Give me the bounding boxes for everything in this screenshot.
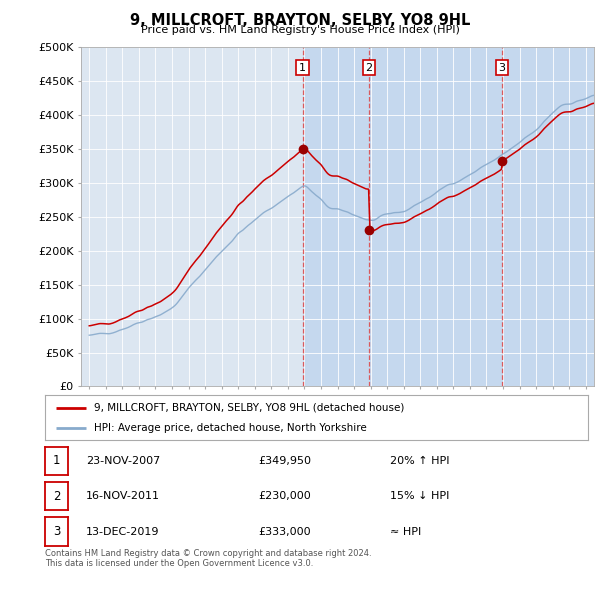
Bar (303, 47, 369, 386)
Text: 9, MILLCROFT, BRAYTON, SELBY, YO8 9HL: 9, MILLCROFT, BRAYTON, SELBY, YO8 9HL (130, 13, 470, 28)
Text: £230,000: £230,000 (258, 491, 311, 501)
Text: 3: 3 (53, 525, 60, 538)
Text: This data is licensed under the Open Government Licence v3.0.: This data is licensed under the Open Gov… (45, 559, 313, 568)
Text: 2: 2 (53, 490, 60, 503)
Text: 20% ↑ HPI: 20% ↑ HPI (390, 456, 449, 466)
Text: 13-DEC-2019: 13-DEC-2019 (86, 527, 160, 536)
Bar (502, 47, 594, 386)
Text: 23-NOV-2007: 23-NOV-2007 (86, 456, 160, 466)
Bar (369, 47, 502, 386)
Text: 2: 2 (365, 63, 373, 73)
Text: 15% ↓ HPI: 15% ↓ HPI (390, 491, 449, 501)
Text: Price paid vs. HM Land Registry's House Price Index (HPI): Price paid vs. HM Land Registry's House … (140, 25, 460, 35)
Text: 16-NOV-2011: 16-NOV-2011 (86, 491, 160, 501)
Text: HPI: Average price, detached house, North Yorkshire: HPI: Average price, detached house, Nort… (94, 424, 367, 434)
Text: £349,950: £349,950 (258, 456, 311, 466)
Text: Contains HM Land Registry data © Crown copyright and database right 2024.: Contains HM Land Registry data © Crown c… (45, 549, 371, 558)
Text: £333,000: £333,000 (258, 527, 311, 536)
Text: 1: 1 (299, 63, 306, 73)
Text: 1: 1 (53, 454, 60, 467)
Text: ≈ HPI: ≈ HPI (390, 527, 421, 536)
Text: 9, MILLCROFT, BRAYTON, SELBY, YO8 9HL (detached house): 9, MILLCROFT, BRAYTON, SELBY, YO8 9HL (d… (94, 403, 404, 412)
Text: 3: 3 (499, 63, 506, 73)
